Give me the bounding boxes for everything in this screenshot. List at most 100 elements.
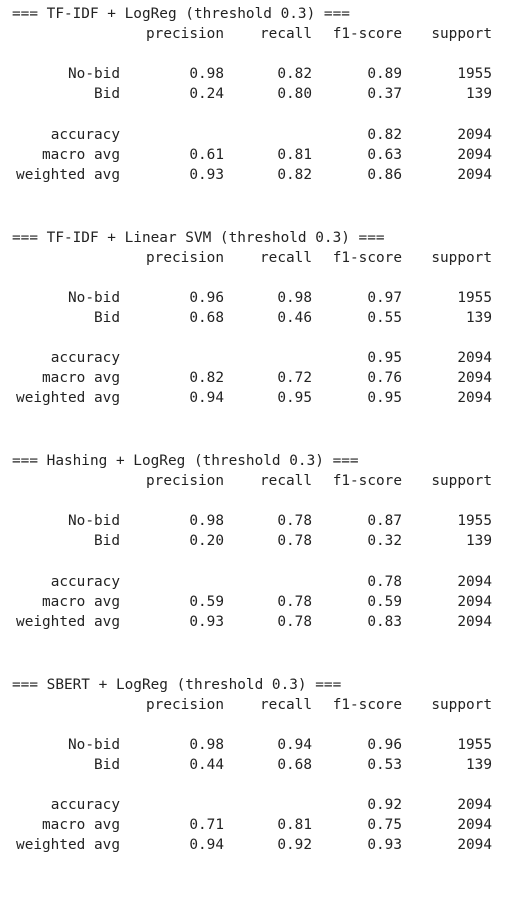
support-value: 2094 bbox=[457, 593, 492, 610]
recall-value: 0.78 bbox=[277, 533, 312, 549]
recall-value: 0.80 bbox=[277, 86, 312, 102]
weighted-avg-row: weighted avg 0.93 0.78 0.83 2094 bbox=[12, 612, 492, 632]
column-header-precision: precision bbox=[146, 249, 224, 266]
column-header-recall: recall bbox=[260, 473, 312, 489]
column-header-precision: precision bbox=[146, 696, 224, 713]
row-label: No-bid bbox=[68, 289, 120, 306]
f1-value: 0.59 bbox=[367, 593, 402, 610]
precision-value: 0.44 bbox=[189, 756, 224, 773]
column-header-recall: recall bbox=[260, 26, 312, 42]
row-label: accuracy bbox=[50, 797, 120, 813]
report-title: === TF-IDF + Linear SVM (threshold 0.3) … bbox=[12, 229, 385, 246]
support-value: 2094 bbox=[457, 350, 492, 366]
column-header-recall: recall bbox=[260, 696, 312, 713]
support-value: 2094 bbox=[457, 126, 492, 143]
recall-value: 0.94 bbox=[277, 736, 312, 753]
support-value: 2094 bbox=[457, 370, 492, 386]
recall-value: 0.46 bbox=[277, 309, 312, 326]
row-label: No-bid bbox=[68, 736, 120, 753]
f1-value: 0.96 bbox=[367, 736, 402, 753]
row-label: accuracy bbox=[50, 126, 120, 143]
precision-value: 0.68 bbox=[189, 309, 224, 326]
f1-value: 0.55 bbox=[367, 309, 402, 326]
support-value: 1955 bbox=[457, 736, 492, 753]
precision-value: 0.59 bbox=[189, 593, 224, 610]
support-value: 1955 bbox=[457, 289, 492, 306]
f1-value: 0.95 bbox=[367, 350, 402, 366]
f1-value: 0.53 bbox=[367, 756, 402, 773]
row-label: Bid bbox=[94, 533, 120, 549]
row-label: Bid bbox=[94, 86, 120, 102]
support-value: 2094 bbox=[457, 613, 492, 630]
recall-value: 0.82 bbox=[277, 66, 312, 82]
precision-value: 0.71 bbox=[189, 817, 224, 833]
column-header-support: support bbox=[431, 249, 492, 266]
precision-value: 0.94 bbox=[189, 837, 224, 853]
class-row-bid: Bid 0.68 0.46 0.55 139 bbox=[12, 308, 492, 328]
support-value: 1955 bbox=[457, 513, 492, 529]
precision-value: 0.61 bbox=[189, 146, 224, 163]
weighted-avg-row: weighted avg 0.94 0.92 0.93 2094 bbox=[12, 835, 492, 855]
recall-value: 0.72 bbox=[277, 370, 312, 386]
column-header-support: support bbox=[431, 26, 492, 42]
precision-value: 0.96 bbox=[189, 289, 224, 306]
row-label: Bid bbox=[94, 756, 120, 773]
column-header-recall: recall bbox=[260, 249, 312, 266]
support-value: 139 bbox=[466, 86, 492, 102]
class-row-bid: Bid 0.20 0.78 0.32 139 bbox=[12, 531, 492, 551]
support-value: 139 bbox=[466, 756, 492, 773]
class-row-no-bid: No-bid 0.98 0.78 0.87 1955 bbox=[12, 511, 492, 531]
precision-value: 0.93 bbox=[189, 166, 224, 183]
f1-value: 0.93 bbox=[367, 837, 402, 853]
support-value: 2094 bbox=[457, 146, 492, 163]
weighted-avg-row: weighted avg 0.94 0.95 0.95 2094 bbox=[12, 388, 492, 408]
row-label: weighted avg bbox=[16, 390, 120, 406]
report-title: === SBERT + LogReg (threshold 0.3) === bbox=[12, 676, 342, 693]
f1-value: 0.76 bbox=[367, 370, 402, 386]
support-value: 139 bbox=[466, 533, 492, 549]
support-value: 2094 bbox=[457, 837, 492, 853]
row-label: accuracy bbox=[50, 573, 120, 590]
row-label: weighted avg bbox=[16, 613, 120, 630]
recall-value: 0.81 bbox=[277, 817, 312, 833]
f1-value: 0.78 bbox=[367, 573, 402, 590]
weighted-avg-row: weighted avg 0.93 0.82 0.86 2094 bbox=[12, 165, 492, 185]
macro-avg-row: macro avg 0.82 0.72 0.76 2094 bbox=[12, 368, 492, 388]
f1-value: 0.82 bbox=[367, 126, 402, 143]
row-label: macro avg bbox=[42, 593, 120, 610]
f1-value: 0.97 bbox=[367, 289, 402, 306]
recall-value: 0.78 bbox=[277, 613, 312, 630]
support-value: 2094 bbox=[457, 166, 492, 183]
support-value: 2094 bbox=[457, 573, 492, 590]
row-label: Bid bbox=[94, 309, 120, 326]
precision-value: 0.98 bbox=[189, 66, 224, 82]
row-label: No-bid bbox=[68, 513, 120, 529]
precision-value: 0.98 bbox=[189, 513, 224, 529]
f1-value: 0.63 bbox=[367, 146, 402, 163]
f1-value: 0.86 bbox=[367, 166, 402, 183]
class-row-no-bid: No-bid 0.96 0.98 0.97 1955 bbox=[12, 288, 492, 308]
precision-value: 0.82 bbox=[189, 370, 224, 386]
accuracy-row: accuracy 0.95 2094 bbox=[12, 348, 492, 368]
recall-value: 0.92 bbox=[277, 837, 312, 853]
accuracy-row: accuracy 0.92 2094 bbox=[12, 795, 492, 815]
column-header-f1-score: f1-score bbox=[332, 473, 402, 489]
row-label: macro avg bbox=[42, 146, 120, 163]
f1-value: 0.83 bbox=[367, 613, 402, 630]
column-header-row: precision recall f1-score support bbox=[12, 695, 492, 715]
column-header-f1-score: f1-score bbox=[332, 696, 402, 713]
row-label: weighted avg bbox=[16, 837, 120, 853]
row-label: macro avg bbox=[42, 817, 120, 833]
precision-value: 0.24 bbox=[189, 86, 224, 102]
column-header-row: precision recall f1-score support bbox=[12, 248, 492, 268]
macro-avg-row: macro avg 0.59 0.78 0.59 2094 bbox=[12, 592, 492, 612]
support-value: 1955 bbox=[457, 66, 492, 82]
column-header-precision: precision bbox=[146, 473, 224, 489]
precision-value: 0.93 bbox=[189, 613, 224, 630]
recall-value: 0.95 bbox=[277, 390, 312, 406]
support-value: 2094 bbox=[457, 817, 492, 833]
column-header-precision: precision bbox=[146, 26, 224, 42]
support-value: 2094 bbox=[457, 390, 492, 406]
recall-value: 0.78 bbox=[277, 513, 312, 529]
class-row-no-bid: No-bid 0.98 0.94 0.96 1955 bbox=[12, 735, 492, 755]
